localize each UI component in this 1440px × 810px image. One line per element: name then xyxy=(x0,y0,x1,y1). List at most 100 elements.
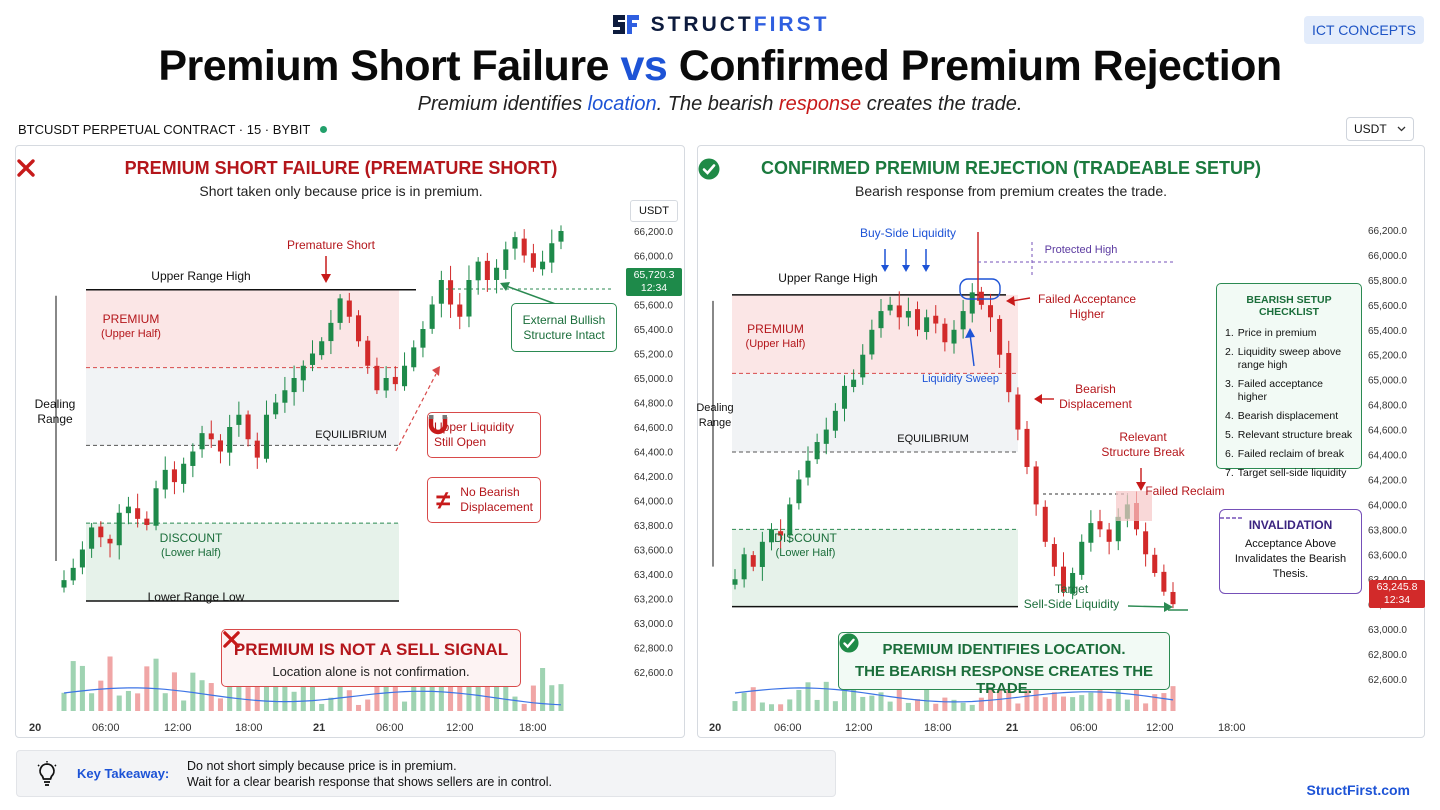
candle-body xyxy=(181,463,187,484)
failed-acceptance-arrowhead xyxy=(1006,296,1015,306)
y-tick-label: 64,200.0 xyxy=(634,472,673,483)
x-tick-label: 18:00 xyxy=(235,722,263,734)
x-tick-label: 18:00 xyxy=(519,722,547,734)
y-tick-label: 65,000.0 xyxy=(634,374,673,385)
volume-bar xyxy=(1033,688,1039,711)
checklist-item: 5. Relevant structure break xyxy=(1225,429,1353,441)
candle-body xyxy=(521,238,527,256)
upper-range-high-label: Upper Range High xyxy=(151,269,251,283)
y-tick-label: 63,000.0 xyxy=(1368,625,1407,636)
sweep-arrowhead xyxy=(965,328,975,338)
y-tick-label: 65,400.0 xyxy=(634,325,673,336)
left-panel: 66,200.066,000.065,800.065,600.065,400.0… xyxy=(15,145,685,738)
volume-bar xyxy=(411,674,417,711)
candle-body xyxy=(887,304,893,311)
x-tick-label: 21 xyxy=(313,722,325,734)
candle-body xyxy=(540,261,546,270)
x-tick-label: 06:00 xyxy=(92,722,120,734)
candle-body xyxy=(438,280,444,304)
candle-body xyxy=(814,442,820,460)
candle-body xyxy=(778,531,784,536)
volume-bar xyxy=(778,704,784,711)
volume-bar xyxy=(254,668,260,711)
x-tick-label: 06:00 xyxy=(774,722,802,734)
candle-body xyxy=(823,429,829,444)
mid-zone xyxy=(732,373,1018,453)
y-tick-label: 64,800.0 xyxy=(1368,401,1407,412)
candle-body xyxy=(759,541,765,567)
candle-body xyxy=(466,280,472,317)
volume-bar xyxy=(796,689,802,711)
currency-select[interactable]: USDT xyxy=(1346,117,1414,141)
volume-bar xyxy=(199,680,205,711)
volume-bar xyxy=(805,682,811,711)
volume-bar xyxy=(116,695,122,711)
candle-body xyxy=(960,311,966,330)
premature-short-arrowhead xyxy=(321,274,331,283)
site-url-link[interactable]: StructFirst.com xyxy=(1306,782,1410,798)
y-tick-label: 63,800.0 xyxy=(634,521,673,532)
y-tick-label: 62,600.0 xyxy=(634,668,673,679)
liquidity-sweep-label: Liquidity Sweep xyxy=(921,373,1000,385)
candle-body xyxy=(1143,531,1149,555)
candle-body xyxy=(337,298,343,323)
lightbulb-icon xyxy=(37,760,57,786)
candle-body xyxy=(1106,529,1112,542)
x-tick-label: 20 xyxy=(29,722,41,734)
dealing-range-label: Dealing Range xyxy=(696,402,734,429)
candle-body xyxy=(125,506,131,514)
candle-body xyxy=(1070,572,1076,594)
y-tick-label: 66,000.0 xyxy=(634,252,673,263)
candle-body xyxy=(236,414,242,425)
external-bullish-callout: External Bullish Structure Intact xyxy=(511,303,617,352)
volume-bar xyxy=(300,670,306,711)
brand-header: STRUCTFIRST xyxy=(0,10,1440,40)
volume-bar xyxy=(319,703,325,711)
candle-body xyxy=(98,526,104,538)
candle-body xyxy=(1060,566,1067,592)
volume-bar xyxy=(512,696,518,711)
x-tick-label: 21 xyxy=(1006,722,1018,734)
volume-bar xyxy=(787,699,793,711)
volume-bar xyxy=(933,703,939,711)
candle-body xyxy=(383,378,389,391)
candle-body xyxy=(494,267,500,280)
structure-break-label: Relevant Structure Break xyxy=(1101,430,1185,459)
candle-body xyxy=(914,309,921,330)
candle-body xyxy=(832,410,838,431)
candle-body xyxy=(135,508,141,519)
buy-side-arrowhead xyxy=(922,265,930,272)
candle-body xyxy=(933,315,939,324)
candle-body xyxy=(254,440,260,458)
candle-body xyxy=(1079,541,1085,575)
candle-body xyxy=(942,323,948,343)
volume-bar xyxy=(245,687,251,711)
volume-bar xyxy=(438,671,444,711)
candle-body xyxy=(245,414,251,440)
candle-body xyxy=(162,469,168,490)
check-circle-icon xyxy=(839,633,859,653)
candle-body xyxy=(987,305,994,318)
bearish-displacement-label: Bearish Displacement xyxy=(1059,382,1132,411)
volume-bar xyxy=(832,701,838,711)
volume-bar xyxy=(208,683,214,711)
mid-zone xyxy=(86,367,399,446)
candle-body xyxy=(208,433,214,440)
x-tick-label: 18:00 xyxy=(1218,722,1246,734)
discount-zone xyxy=(86,523,399,601)
volume-bar xyxy=(236,672,242,711)
volume-bar xyxy=(750,687,756,711)
candle-body xyxy=(217,440,223,452)
volume-bar xyxy=(878,692,884,711)
candle-body xyxy=(411,347,417,368)
tag-badge[interactable]: ICT CONCEPTS xyxy=(1304,16,1424,44)
candle-body xyxy=(153,488,159,526)
volume-bar xyxy=(741,692,747,711)
candle-body xyxy=(420,329,426,348)
candle-body xyxy=(346,300,352,317)
volume-bar xyxy=(914,699,921,711)
volume-bar xyxy=(217,698,223,711)
chevron-down-icon xyxy=(1397,126,1406,132)
candle-body xyxy=(1152,554,1158,573)
volume-bar xyxy=(1170,686,1176,711)
